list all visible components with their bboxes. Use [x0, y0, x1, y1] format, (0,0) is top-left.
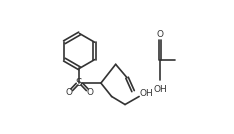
- Text: O: O: [87, 88, 94, 97]
- Text: S: S: [76, 78, 82, 88]
- Text: O: O: [156, 30, 163, 39]
- Text: O: O: [65, 88, 72, 97]
- Text: OH: OH: [139, 89, 153, 98]
- Text: OH: OH: [153, 85, 167, 94]
